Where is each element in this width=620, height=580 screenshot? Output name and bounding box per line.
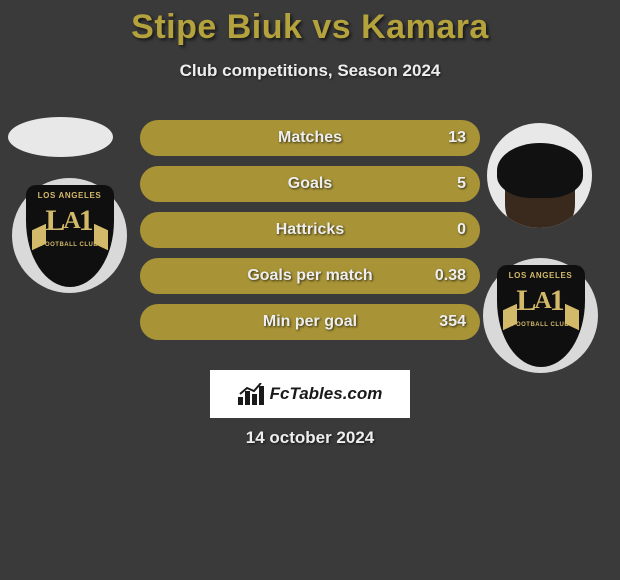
club-shield-right: LOS ANGELES L A 1 FOOTBALL CLUB [497, 265, 585, 367]
stat-row-matches: Matches 13 [140, 120, 480, 156]
club-badge-right: LOS ANGELES L A 1 FOOTBALL CLUB [483, 258, 598, 373]
shield-logo-text: L A 1 [45, 206, 93, 236]
stat-value-right: 5 [457, 175, 466, 193]
shield-bottom-text: FOOTBALL CLUB [41, 242, 98, 248]
source-logo-text: FcTables.com [270, 384, 383, 404]
shield-a-r: A [534, 289, 551, 313]
shield-logo-text-r: L A 1 [516, 286, 564, 316]
source-logo[interactable]: FcTables.com [210, 370, 410, 418]
stat-value-right: 13 [448, 129, 466, 147]
hair-shape [497, 143, 583, 198]
club-badge-left: LOS ANGELES L A 1 FOOTBALL CLUB [12, 178, 127, 293]
stat-label: Matches [142, 129, 478, 147]
stats-area: Matches 13 Goals 5 Hattricks 0 Goals per… [140, 120, 480, 350]
page-subtitle: Club competitions, Season 2024 [0, 61, 620, 81]
shield-top-text: LOS ANGELES [38, 191, 102, 200]
stat-value-right: 0 [457, 221, 466, 239]
shield-bottom-text-r: FOOTBALL CLUB [512, 322, 569, 328]
shield-l-r: L [516, 286, 536, 316]
bars-icon [238, 383, 264, 405]
club-shield-left: LOS ANGELES L A 1 FOOTBALL CLUB [26, 185, 114, 287]
date-line: 14 october 2024 [0, 428, 620, 448]
stat-row-goals: Goals 5 [140, 166, 480, 202]
stat-label: Hattricks [142, 221, 478, 239]
stat-row-hattricks: Hattricks 0 [140, 212, 480, 248]
stat-value-right: 354 [439, 313, 466, 331]
player-right-silhouette [505, 149, 575, 228]
shield-a: A [63, 209, 80, 233]
stat-label: Goals [142, 175, 478, 193]
comparison-card: Stipe Biuk vs Kamara Club competitions, … [0, 0, 620, 580]
stat-row-mpg: Min per goal 354 [140, 304, 480, 340]
stat-label: Min per goal [142, 313, 478, 331]
shield-l: L [45, 206, 65, 236]
shield-top-text-r: LOS ANGELES [509, 271, 573, 280]
stat-value-right: 0.38 [435, 267, 466, 285]
player-right-photo [487, 123, 592, 228]
page-title: Stipe Biuk vs Kamara [0, 0, 620, 47]
player-left-photo [8, 117, 113, 157]
stat-label: Goals per match [142, 267, 478, 285]
stat-row-gpm: Goals per match 0.38 [140, 258, 480, 294]
